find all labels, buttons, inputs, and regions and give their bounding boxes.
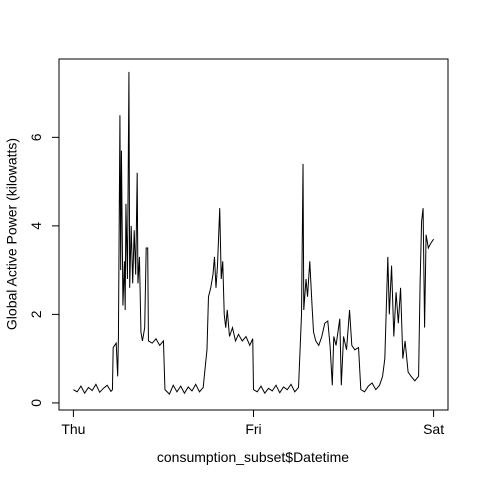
y-tick-label: 0	[28, 399, 44, 407]
data-line	[73, 71, 435, 395]
y-tick-label: 4	[28, 222, 44, 230]
x-tick-label: Sat	[423, 421, 444, 437]
y-axis-label: Global Active Power (kilowatts)	[4, 138, 20, 330]
y-tick-label: 6	[28, 133, 44, 141]
x-axis-label: consumption_subset$Datetime	[157, 449, 349, 465]
y-tick-label: 2	[28, 310, 44, 318]
x-tick-label: Fri	[245, 421, 261, 437]
x-tick-label: Thu	[61, 421, 85, 437]
